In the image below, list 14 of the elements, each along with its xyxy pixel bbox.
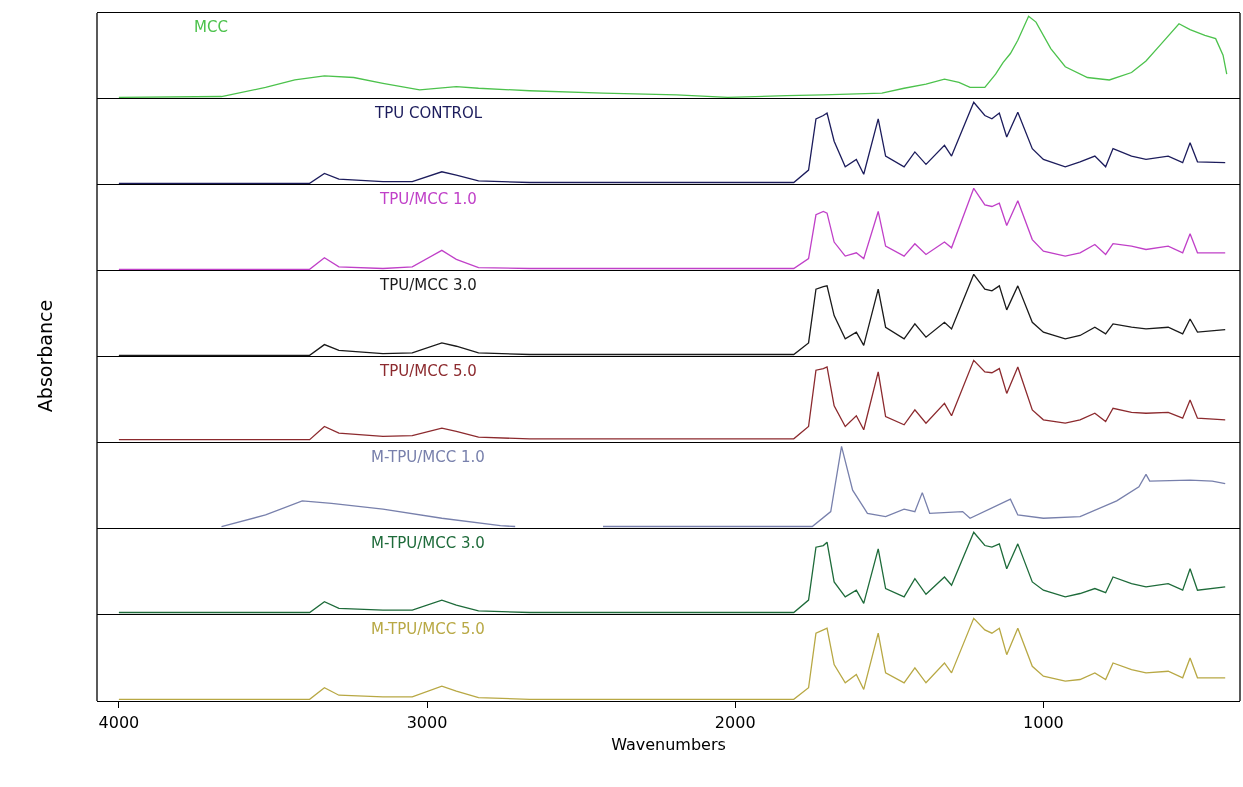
text: TPU/MCC 3.0: [379, 276, 477, 294]
text: M-TPU/MCC 3.0: [371, 534, 485, 552]
text: TPU CONTROL: [374, 104, 483, 122]
y-axis-title: Absorbance: [34, 299, 56, 413]
text: TPU/MCC 1.0: [379, 190, 477, 208]
text: M-TPU/MCC 5.0: [371, 620, 485, 638]
text: TPU/MCC 5.0: [379, 362, 477, 380]
text: M-TPU/MCC 1.0: [371, 448, 485, 466]
x-tick-label: 1000: [1023, 712, 1064, 732]
x-tick-label: 4000: [98, 712, 140, 732]
x-tick-label: 3000: [406, 712, 448, 732]
x-tick-label: 2000: [714, 712, 756, 732]
x-axis-title: Wavenumbers: [611, 735, 726, 755]
text: MCC: [194, 18, 228, 36]
